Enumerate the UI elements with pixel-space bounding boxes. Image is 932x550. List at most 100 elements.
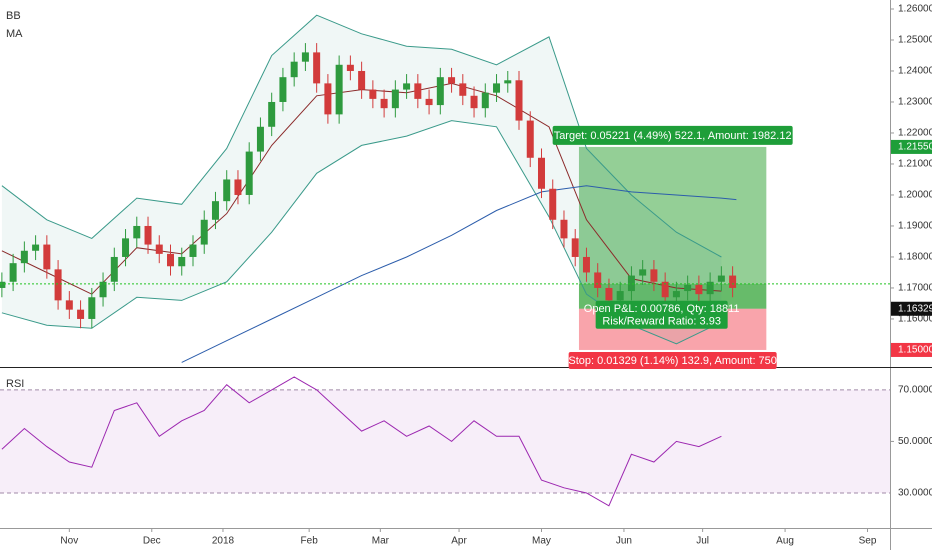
price-tick-label: 1.22000 xyxy=(898,128,932,139)
candle-body xyxy=(582,256,590,273)
price-tick-label: 1.19000 xyxy=(898,221,932,232)
candle-body xyxy=(324,83,332,115)
time-tick-label: Mar xyxy=(372,536,390,547)
current-price-tag: 1.16329 xyxy=(898,303,932,314)
rsi-tick-label: 70.0000 xyxy=(898,385,932,396)
price-tick-label: 1.21000 xyxy=(898,159,932,170)
candle-body xyxy=(346,64,354,71)
candle-body xyxy=(155,244,163,254)
candle-body xyxy=(245,151,253,195)
candle-body xyxy=(122,238,130,257)
candle-body xyxy=(639,269,647,276)
price-tick-label: 1.16000 xyxy=(898,314,932,325)
candle-body xyxy=(88,297,96,319)
candle-body xyxy=(470,95,478,109)
candle-body xyxy=(605,287,613,301)
candle-body xyxy=(560,219,568,239)
price-tick-label: 1.26000 xyxy=(898,4,932,15)
candle-body xyxy=(695,284,703,295)
candle-body xyxy=(9,263,17,282)
indicator-label: MA xyxy=(6,28,23,40)
time-tick-label: Feb xyxy=(301,536,319,547)
candle-body xyxy=(178,256,186,267)
time-tick-label: 2018 xyxy=(212,536,235,547)
candle-body xyxy=(627,275,635,292)
candle-body xyxy=(436,77,444,106)
candle-body xyxy=(189,244,197,257)
rsi-band xyxy=(0,389,890,493)
time-tick-label: Apr xyxy=(451,536,467,547)
target-zone xyxy=(578,146,767,284)
candle-body xyxy=(571,238,579,257)
price-tick-label: 1.25000 xyxy=(898,35,932,46)
candle-body xyxy=(459,83,467,96)
candle-body xyxy=(672,291,680,298)
candle-body xyxy=(616,291,624,301)
time-tick-label: Aug xyxy=(776,536,794,547)
target-label-bg xyxy=(552,125,793,145)
time-tick-label: Dec xyxy=(143,536,161,547)
time-tick-label: Sep xyxy=(859,536,877,547)
candle-body xyxy=(110,256,118,282)
bb-upper xyxy=(1,14,722,258)
candle-body xyxy=(526,120,534,158)
candle-body xyxy=(403,83,411,90)
candle-body xyxy=(717,275,725,282)
stop-label: Stop: 0.01329 (1.14%) 132.9, Amount: 750 xyxy=(568,355,777,367)
candle-body xyxy=(313,52,321,84)
candle-body xyxy=(504,80,512,84)
candle-body xyxy=(301,52,309,62)
candle-body xyxy=(537,157,545,189)
pnl-label: Open P&L: 0.00786, Qty: 18811 xyxy=(584,303,740,315)
candle-body xyxy=(358,70,366,90)
candle-body xyxy=(290,61,298,78)
candle-body xyxy=(268,101,276,127)
target-price-tag-bg xyxy=(891,139,932,154)
candle-body xyxy=(20,250,28,264)
candle-body xyxy=(54,269,62,301)
stop-label-bg xyxy=(568,351,777,369)
stop-price-tag-bg xyxy=(891,342,932,357)
time-tick-label: May xyxy=(532,536,551,547)
candle-body xyxy=(650,269,658,282)
candle-body xyxy=(549,188,557,220)
time-tick-label: Jun xyxy=(616,536,632,547)
candle-body xyxy=(223,179,231,202)
ma200-line xyxy=(181,185,737,363)
price-tick-label: 1.20000 xyxy=(898,190,932,201)
rsi-tick-label: 50.0000 xyxy=(898,436,932,447)
candle-body xyxy=(77,309,85,319)
candle-body xyxy=(369,89,377,99)
price-tick-label: 1.17000 xyxy=(898,283,932,294)
rsi-line xyxy=(1,376,722,507)
candle-body xyxy=(32,244,40,251)
rsi-tick-label: 30.0000 xyxy=(898,488,932,499)
candle-body xyxy=(729,275,737,288)
candle-body xyxy=(279,77,287,102)
candle-body xyxy=(0,281,6,288)
candle-body xyxy=(133,225,141,239)
target-label: Target: 0.05221 (4.49%) 522.1, Amount: 1… xyxy=(554,130,792,142)
time-tick-label: Jul xyxy=(696,536,709,547)
candle-body xyxy=(200,219,208,245)
candle-body xyxy=(211,201,219,220)
rsi-title: RSI xyxy=(6,378,24,390)
candle-body xyxy=(43,244,51,270)
price-tick-label: 1.18000 xyxy=(898,252,932,263)
candle-body xyxy=(425,98,433,106)
candle-body xyxy=(661,281,669,298)
candle-body xyxy=(448,77,456,84)
price-tick-label: 1.24000 xyxy=(898,66,932,77)
ratio-label: Risk/Reward Ratio: 3.93 xyxy=(602,316,721,328)
candle-body xyxy=(684,284,692,292)
candle-body xyxy=(144,225,152,245)
current-price-tag-bg xyxy=(891,301,932,316)
candle-body xyxy=(335,64,343,115)
candle-body xyxy=(167,253,175,267)
candle-body xyxy=(65,300,73,310)
candle-body xyxy=(380,98,388,109)
time-tick-label: Nov xyxy=(60,536,78,547)
stop-price-tag: 1.15000 xyxy=(898,345,932,356)
candle-body xyxy=(234,179,242,195)
